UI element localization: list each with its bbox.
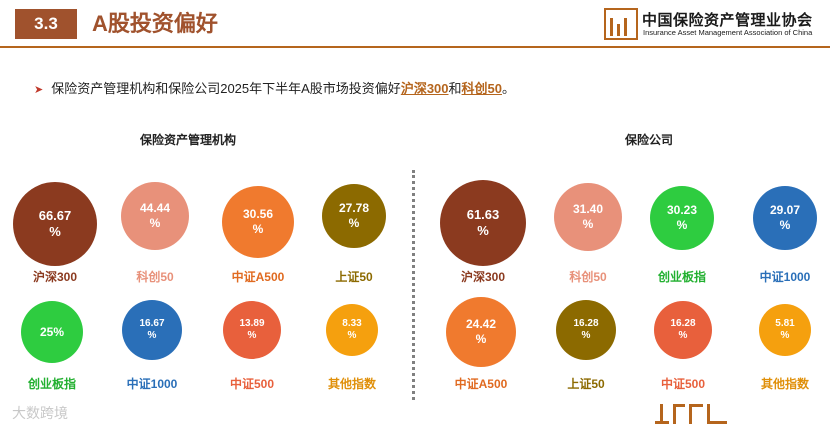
stat-label: 上证50: [567, 377, 605, 391]
stat-number: 31.40: [572, 202, 604, 216]
stat-circle: 30.56%: [222, 186, 294, 258]
stat-number: 27.78: [338, 201, 370, 215]
stat-number: 24.42: [465, 317, 497, 331]
stat-unit: %: [678, 330, 688, 341]
stat-circle: 16.28%: [556, 300, 616, 360]
stat-number: 13.89: [239, 317, 265, 329]
stat-circle: 24.42%: [446, 297, 516, 367]
stat-circle: 61.63%: [440, 180, 526, 266]
stat-value: 30.23%: [667, 203, 697, 233]
stat-number: 30.23: [666, 203, 698, 217]
stat-circle: 5.81%: [759, 304, 811, 356]
stat-number: 16.28: [573, 317, 599, 329]
stat-label: 中证A500: [454, 377, 508, 391]
bullet-middle: 和: [448, 81, 462, 96]
bullet-arrow-icon: ➤: [34, 84, 44, 96]
stat-value: 66.67%: [39, 208, 72, 241]
association-logo-icon: [604, 8, 638, 40]
stat-circle: 16.28%: [654, 301, 712, 359]
stat-label: 沪深300: [460, 270, 506, 284]
bullet-prefix: 保险资产管理机构和保险公司2025年下半年A股市场投资偏好: [51, 81, 401, 96]
stat-label: 沪深300: [32, 270, 78, 284]
stat-label: 中证500: [660, 377, 706, 391]
stat-value: 29.07%: [770, 203, 800, 233]
stat-value: 16.28%: [670, 318, 695, 343]
stat-unit: %: [475, 332, 487, 346]
watermark: 大数跨境: [12, 405, 68, 421]
association-name-cn: 中国保险资产管理业协会: [642, 12, 813, 29]
right-group-title: 保险公司: [625, 133, 674, 147]
stat-number: 16.67: [139, 317, 165, 329]
stat-value: 8.33%: [342, 318, 361, 343]
stat-label: 上证50: [335, 270, 373, 284]
stat-label: 其他指数: [760, 377, 809, 391]
stat-circle: 8.33%: [326, 304, 378, 356]
stat-label: 中证1000: [759, 270, 811, 284]
stat-circle: 27.78%: [322, 184, 386, 248]
stat-number: 44.44: [139, 201, 171, 215]
stat-value: 13.89%: [239, 318, 264, 343]
stat-value: 25%: [40, 325, 64, 340]
bullet-suffix: 。: [502, 81, 516, 96]
bullet-text: ➤ 保险资产管理机构和保险公司2025年下半年A股市场投资偏好沪深300和科创50…: [34, 80, 515, 99]
stat-unit: %: [347, 330, 357, 341]
left-group-title: 保险资产管理机构: [140, 133, 237, 147]
stat-unit: %: [149, 216, 161, 230]
highlight-kc50: 科创50: [461, 81, 502, 96]
footer-logo-icon: [655, 404, 731, 424]
stat-value: 16.28%: [573, 318, 598, 343]
stat-unit: %: [581, 330, 591, 341]
stat-value: 24.42%: [466, 317, 496, 347]
stat-label: 创业板指: [27, 377, 76, 391]
stat-value: 30.56%: [243, 207, 273, 237]
section-number: 3.3: [15, 9, 77, 39]
stat-unit: %: [252, 222, 264, 236]
stat-circle: 30.23%: [650, 186, 714, 250]
stat-circle: 25%: [21, 301, 83, 363]
stat-unit: %: [780, 330, 790, 341]
stat-circle: 66.67%: [13, 182, 97, 266]
stat-circle: 16.67%: [122, 300, 182, 360]
stat-number: 66.67: [38, 207, 72, 223]
association-name-en: Insurance Asset Management Association o…: [643, 28, 813, 37]
stat-unit: %: [676, 218, 688, 232]
stat-number: 5.81: [775, 317, 795, 329]
header: 3.3 A股投资偏好 中国保险资产管理业协会 Insurance Asset M…: [0, 0, 830, 48]
stat-circle: 29.07%: [753, 186, 817, 250]
stat-number: 25%: [39, 324, 65, 339]
stat-label: 中证A500: [231, 270, 285, 284]
stat-number: 61.63: [466, 206, 500, 222]
highlight-hs300: 沪深300: [400, 81, 449, 96]
stat-unit: %: [477, 223, 489, 238]
stat-unit: %: [348, 216, 360, 230]
stat-value: 31.40%: [573, 202, 603, 232]
stat-label: 中证500: [229, 377, 275, 391]
stat-number: 29.07: [769, 203, 801, 217]
stat-unit: %: [49, 224, 61, 239]
stat-unit: %: [779, 218, 791, 232]
stat-label: 科创50: [136, 270, 174, 284]
header-rule: [0, 46, 830, 48]
section-title: A股投资偏好: [92, 11, 218, 36]
stat-value: 27.78%: [339, 201, 369, 231]
stat-label: 中证1000: [126, 377, 178, 391]
stat-value: 5.81%: [775, 318, 794, 343]
stat-value: 61.63%: [467, 207, 500, 240]
stat-unit: %: [147, 330, 157, 341]
group-divider: [412, 170, 415, 400]
stat-circle: 31.40%: [554, 183, 622, 251]
stat-circle: 44.44%: [121, 182, 189, 250]
stat-value: 44.44%: [140, 201, 170, 231]
stat-label: 科创50: [569, 270, 607, 284]
stat-unit: %: [582, 217, 594, 231]
stat-label: 创业板指: [657, 270, 706, 284]
stat-number: 8.33: [342, 317, 362, 329]
stat-value: 16.67%: [139, 318, 164, 343]
stat-number: 30.56: [242, 207, 274, 221]
stat-label: 其他指数: [327, 377, 376, 391]
stat-number: 16.28: [670, 317, 696, 329]
stat-unit: %: [247, 330, 257, 341]
stat-circle: 13.89%: [223, 301, 281, 359]
